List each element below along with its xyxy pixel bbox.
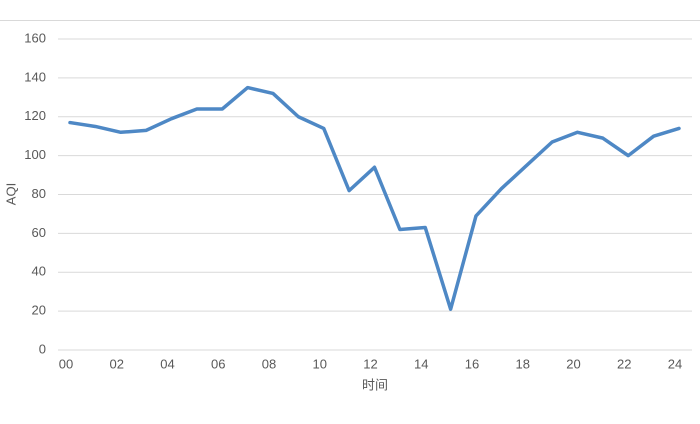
x-axis-label: 时间 xyxy=(362,377,388,392)
y-axis-label: AQI xyxy=(3,183,18,205)
y-tick-label: 140 xyxy=(24,69,46,84)
x-tick-label: 20 xyxy=(566,356,580,371)
x-tick-label: 18 xyxy=(516,356,530,371)
x-tick-label: 02 xyxy=(110,356,124,371)
x-tick-label: 10 xyxy=(313,356,327,371)
y-tick-label: 160 xyxy=(24,30,46,45)
y-tick-label: 60 xyxy=(32,225,46,240)
x-tick-label: 06 xyxy=(211,356,225,371)
x-tick-label: 16 xyxy=(465,356,479,371)
x-tick-label: 12 xyxy=(363,356,377,371)
x-tick-label: 24 xyxy=(668,356,682,371)
y-tick-label: 100 xyxy=(24,147,46,162)
y-tick-label: 0 xyxy=(39,341,46,356)
line-series xyxy=(68,85,681,311)
y-tick-label: 40 xyxy=(32,264,46,279)
x-tick-label: 08 xyxy=(262,356,276,371)
x-tick-label: 04 xyxy=(160,356,174,371)
x-tick-label: 22 xyxy=(617,356,631,371)
x-tick-label: 00 xyxy=(59,356,73,371)
y-tick-label: 80 xyxy=(32,186,46,201)
x-tick-label: 14 xyxy=(414,356,428,371)
y-tick-label: 120 xyxy=(24,108,46,123)
y-tick-label: 20 xyxy=(32,303,46,318)
